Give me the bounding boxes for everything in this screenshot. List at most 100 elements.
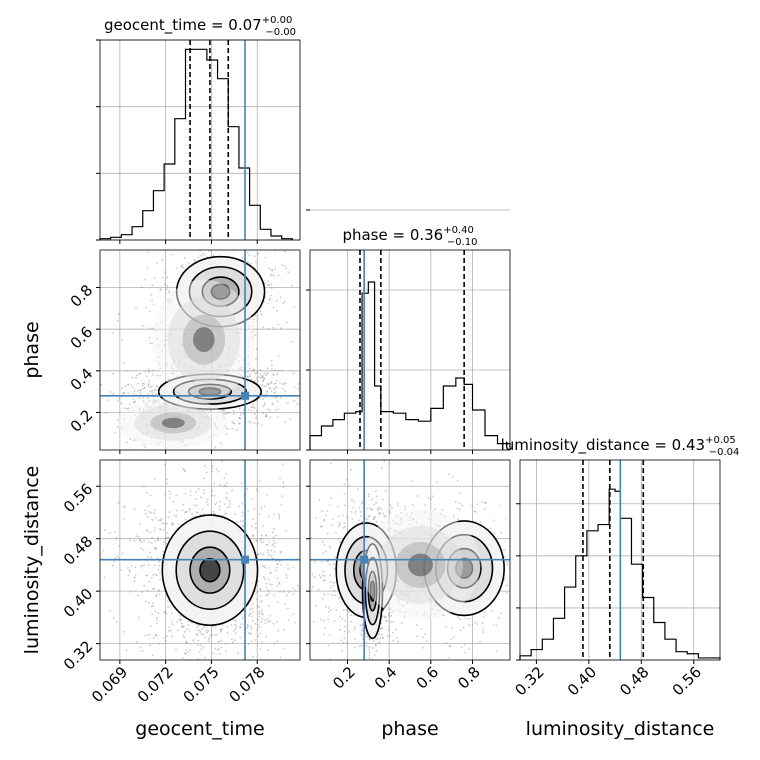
scatter-point bbox=[350, 468, 352, 471]
scatter-point bbox=[170, 621, 173, 623]
scatter-point bbox=[534, 583, 536, 585]
scatter-point bbox=[287, 591, 290, 594]
scatter-point bbox=[495, 624, 498, 627]
scatter-point bbox=[189, 490, 192, 493]
x-tick-label: 0.4 bbox=[371, 663, 401, 693]
scatter-point bbox=[260, 506, 263, 509]
scatter-point bbox=[343, 521, 346, 524]
scatter-point bbox=[247, 261, 249, 264]
scatter-point bbox=[239, 626, 241, 629]
scatter-point bbox=[285, 633, 287, 635]
scatter-point bbox=[182, 503, 185, 506]
scatter-point bbox=[353, 646, 356, 649]
scatter-point bbox=[327, 560, 330, 562]
scatter-point bbox=[354, 510, 357, 512]
scatter-point bbox=[383, 616, 386, 619]
scatter-point bbox=[225, 642, 228, 645]
scatter-point bbox=[320, 560, 323, 563]
scatter-point bbox=[171, 253, 174, 256]
scatter-point bbox=[289, 418, 292, 421]
scatter-point bbox=[104, 529, 106, 532]
scatter-point bbox=[199, 644, 202, 647]
scatter-point bbox=[216, 648, 219, 651]
scatter-point bbox=[179, 615, 182, 617]
scatter-point bbox=[143, 383, 146, 385]
scatter-point bbox=[203, 636, 206, 639]
scatter-point bbox=[167, 536, 170, 539]
scatter-point bbox=[128, 464, 130, 466]
scatter-point bbox=[220, 442, 222, 445]
scatter-point bbox=[233, 422, 236, 425]
scatter-point bbox=[305, 398, 307, 400]
scatter-point bbox=[231, 427, 234, 430]
scatter-point bbox=[503, 549, 506, 552]
scatter-point bbox=[267, 649, 270, 651]
scatter-point bbox=[254, 522, 257, 525]
scatter-point bbox=[153, 512, 155, 515]
scatter-point bbox=[483, 502, 486, 504]
scatter-point bbox=[456, 479, 459, 482]
scatter-point bbox=[192, 639, 195, 642]
scatter-point bbox=[267, 515, 270, 518]
scatter-point bbox=[259, 372, 262, 375]
scatter-point bbox=[248, 367, 251, 370]
scatter-point bbox=[327, 618, 330, 621]
scatter-point bbox=[211, 467, 213, 470]
scatter-point bbox=[283, 590, 285, 593]
scatter-point bbox=[185, 649, 188, 652]
scatter-point bbox=[155, 574, 158, 577]
scatter-point bbox=[529, 577, 531, 579]
scatter-point bbox=[468, 617, 471, 620]
scatter-point bbox=[377, 507, 380, 510]
scatter-point bbox=[159, 374, 161, 377]
scatter-point bbox=[180, 618, 182, 621]
scatter-point bbox=[143, 485, 145, 488]
scatter-point bbox=[130, 565, 133, 568]
scatter-point bbox=[205, 471, 208, 474]
scatter-point bbox=[136, 594, 139, 597]
scatter-point bbox=[267, 589, 270, 592]
scatter-point bbox=[206, 631, 208, 634]
scatter-point bbox=[284, 421, 287, 424]
scatter-point bbox=[424, 504, 427, 507]
scatter-point bbox=[153, 587, 156, 590]
scatter-point bbox=[259, 648, 262, 650]
scatter-point bbox=[230, 624, 233, 626]
scatter-point bbox=[124, 385, 127, 388]
scatter-point bbox=[277, 630, 280, 632]
scatter-point bbox=[103, 576, 106, 579]
scatter-point bbox=[262, 540, 265, 543]
scatter-point bbox=[360, 633, 363, 636]
scatter-point bbox=[117, 399, 120, 402]
scatter-point bbox=[226, 626, 229, 629]
scatter-point bbox=[481, 622, 484, 625]
scatter-point bbox=[322, 406, 324, 408]
scatter-point bbox=[271, 368, 273, 370]
scatter-point bbox=[260, 313, 263, 316]
scatter-point bbox=[266, 302, 269, 305]
scatter-point bbox=[274, 542, 277, 545]
scatter-point bbox=[147, 371, 150, 373]
scatter-point bbox=[256, 381, 259, 384]
scatter-point bbox=[235, 429, 238, 432]
scatter-point bbox=[273, 642, 276, 645]
scatter-point bbox=[214, 446, 217, 449]
scatter-point bbox=[197, 488, 200, 490]
scatter-point bbox=[158, 642, 160, 645]
scatter-point bbox=[489, 527, 492, 530]
scatter-point bbox=[321, 574, 324, 577]
panel-title: geocent_time = 0.07+0.00 −0.00 bbox=[104, 15, 296, 38]
scatter-point bbox=[108, 532, 111, 535]
scatter-point bbox=[185, 456, 187, 458]
scatter-point bbox=[81, 438, 83, 440]
scatter-point bbox=[273, 374, 276, 376]
scatter-point bbox=[169, 701, 171, 703]
scatter-point bbox=[114, 431, 117, 434]
scatter-point bbox=[223, 233, 225, 235]
scatter-point bbox=[133, 576, 136, 579]
panel-title: luminosity_distance = 0.43+0.05 −0.04 bbox=[501, 435, 740, 458]
scatter-point bbox=[283, 629, 286, 631]
scatter-point bbox=[187, 240, 189, 242]
scatter-point bbox=[238, 407, 241, 410]
scatter-point bbox=[255, 488, 258, 491]
